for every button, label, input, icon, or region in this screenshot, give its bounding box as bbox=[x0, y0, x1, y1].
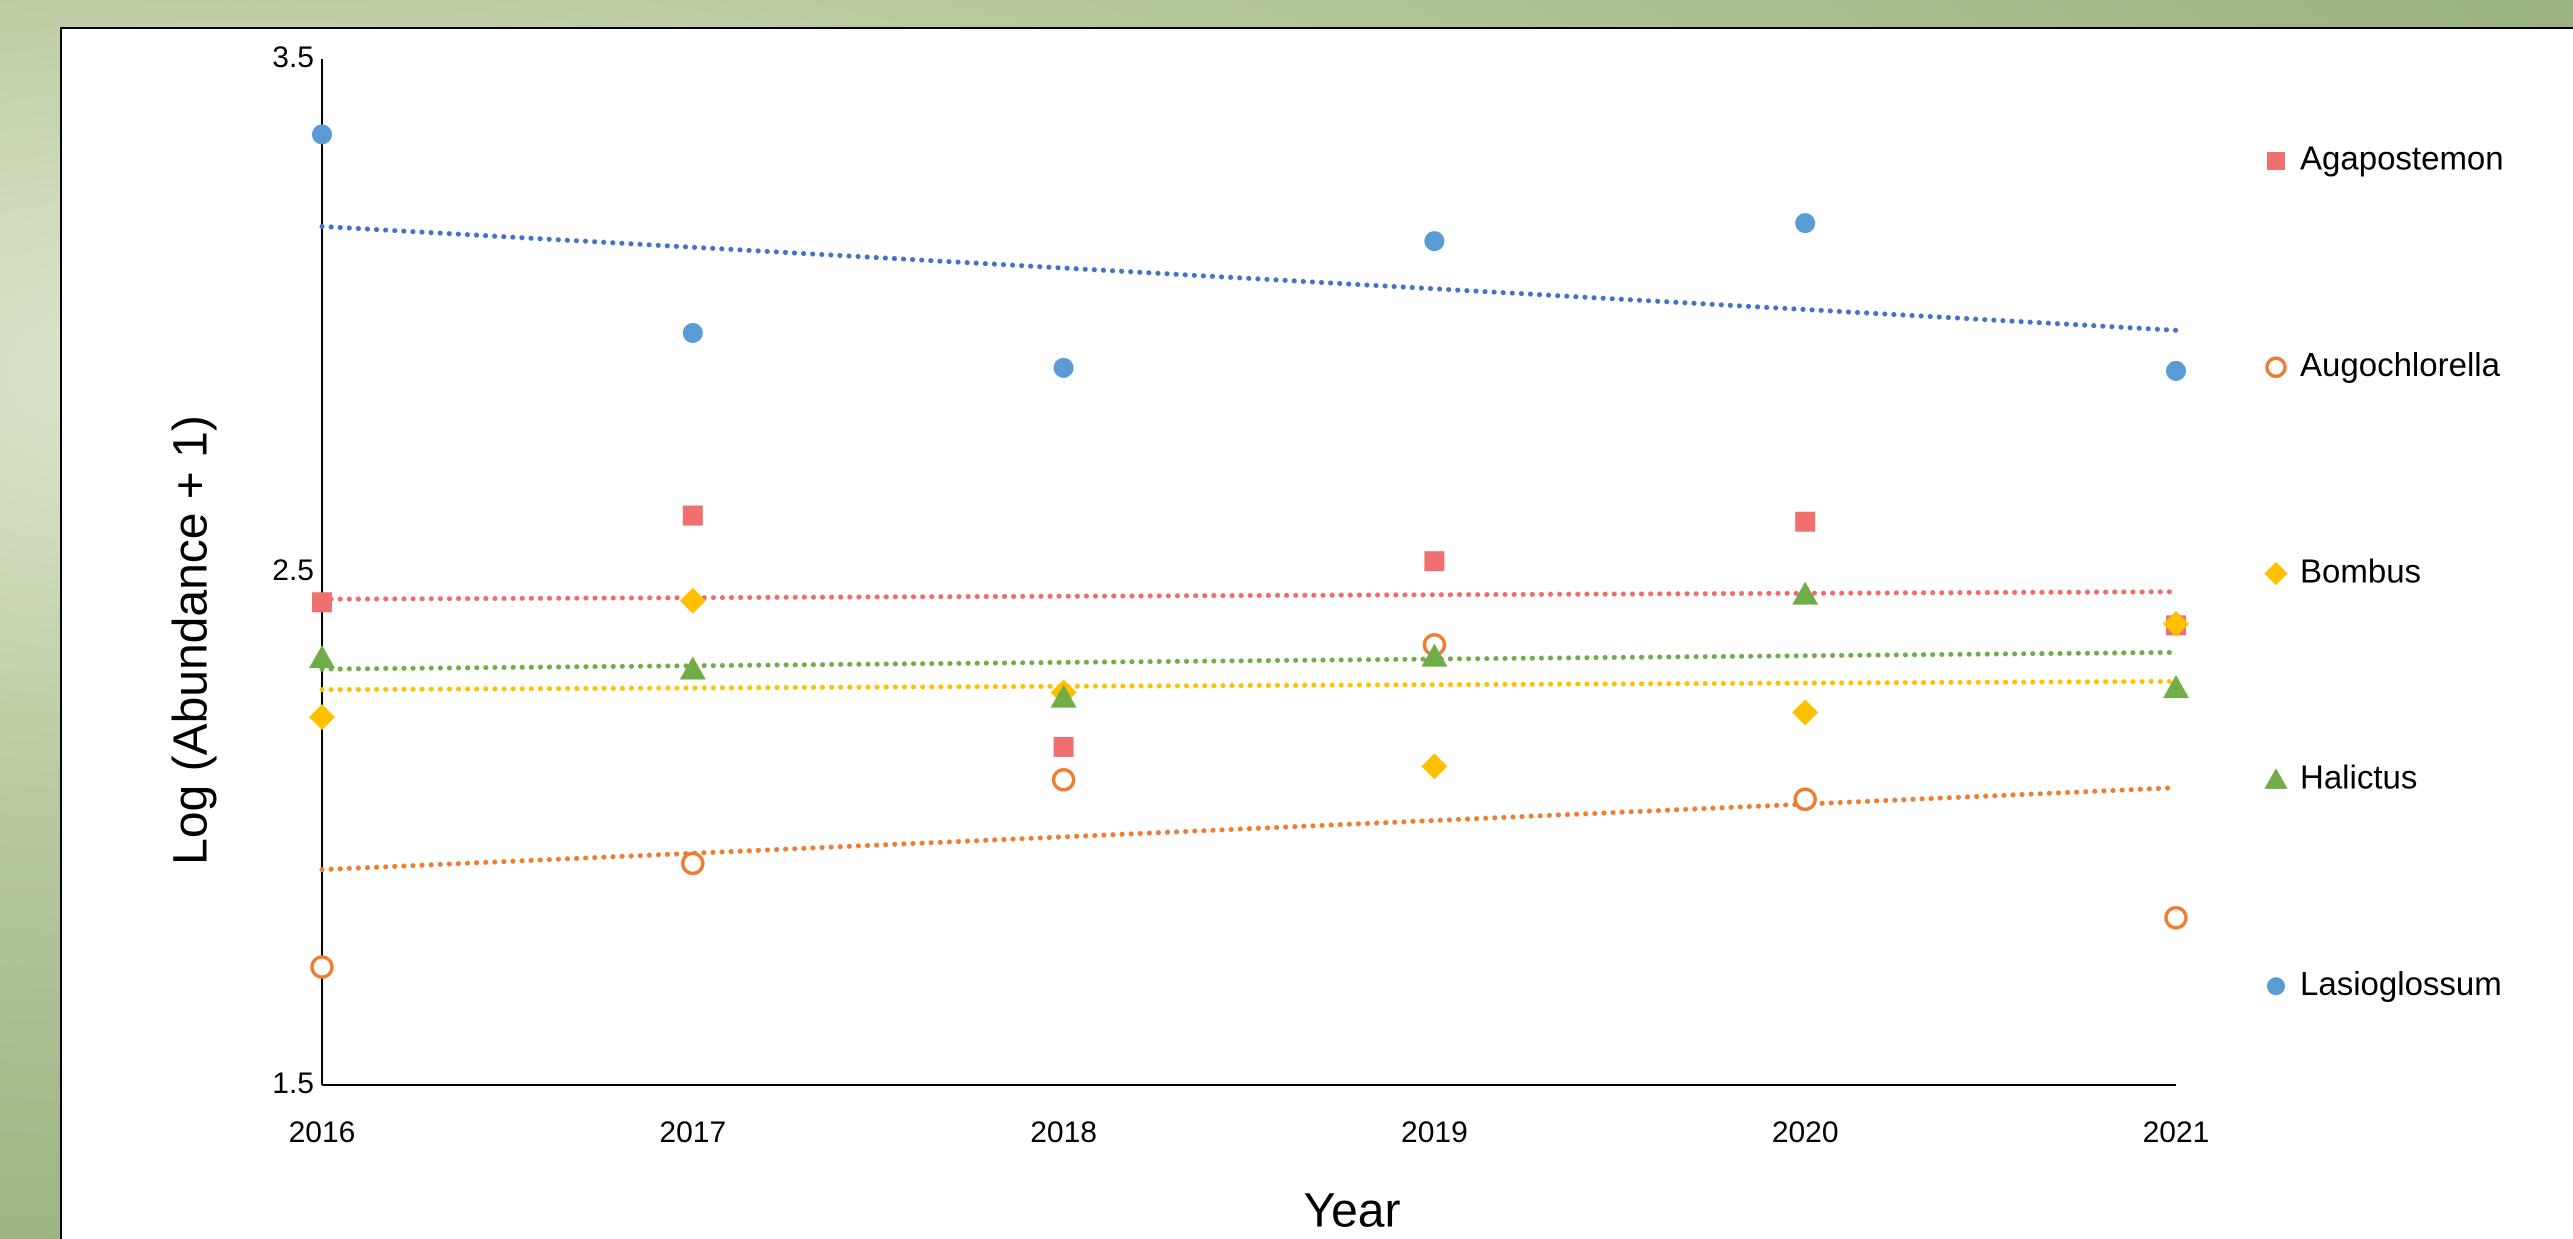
marker-circle bbox=[683, 323, 703, 343]
x-tick-label: 2016 bbox=[289, 1116, 356, 1149]
legend-label: Agapostemon bbox=[2300, 140, 2504, 177]
marker-open-circle bbox=[312, 957, 332, 977]
x-tick-label: 2020 bbox=[1772, 1116, 1839, 1149]
y-tick-label: 2.5 bbox=[272, 554, 314, 587]
marker-square bbox=[683, 506, 703, 526]
marker-open-circle bbox=[2267, 358, 2285, 376]
marker-circle bbox=[1795, 213, 1815, 233]
marker-open-circle bbox=[683, 853, 703, 873]
marker-circle bbox=[2267, 977, 2285, 995]
marker-square bbox=[1795, 512, 1815, 532]
chart: Log (Abundance + 1) Year 1.5 2.5 3.5 2016 20… bbox=[0, 0, 2573, 1239]
marker-open-circle bbox=[1054, 770, 1074, 790]
x-tick-label: 2017 bbox=[659, 1116, 726, 1149]
y-axis-title: Log (Abundance + 1) bbox=[165, 415, 218, 865]
x-tick-label: 2019 bbox=[1401, 1116, 1468, 1149]
marker-square bbox=[2267, 152, 2285, 170]
marker-square bbox=[1054, 737, 1074, 757]
marker-circle bbox=[1424, 231, 1444, 251]
y-tick-label: 3.5 bbox=[272, 41, 314, 74]
marker-square bbox=[1424, 551, 1444, 571]
marker-circle bbox=[1054, 358, 1074, 378]
page: Log (Abundance + 1) Year 1.5 2.5 3.5 2016 20… bbox=[0, 0, 2573, 1239]
x-tick-label: 2018 bbox=[1030, 1116, 1097, 1149]
legend-label: Augochlorella bbox=[2300, 346, 2501, 383]
marker-circle bbox=[2166, 361, 2186, 381]
marker-open-circle bbox=[2166, 908, 2186, 928]
x-tick-label: 2021 bbox=[2143, 1116, 2210, 1149]
marker-square bbox=[312, 592, 332, 612]
legend-label: Bombus bbox=[2300, 552, 2421, 589]
x-axis-title: Year bbox=[1304, 1185, 1401, 1238]
marker-circle bbox=[312, 124, 332, 144]
marker-open-circle bbox=[1795, 789, 1815, 809]
y-tick-label: 1.5 bbox=[272, 1067, 314, 1100]
legend-label: Halictus bbox=[2300, 759, 2417, 796]
legend-label: Lasioglossum bbox=[2300, 965, 2502, 1002]
chart-area bbox=[61, 28, 2573, 1239]
